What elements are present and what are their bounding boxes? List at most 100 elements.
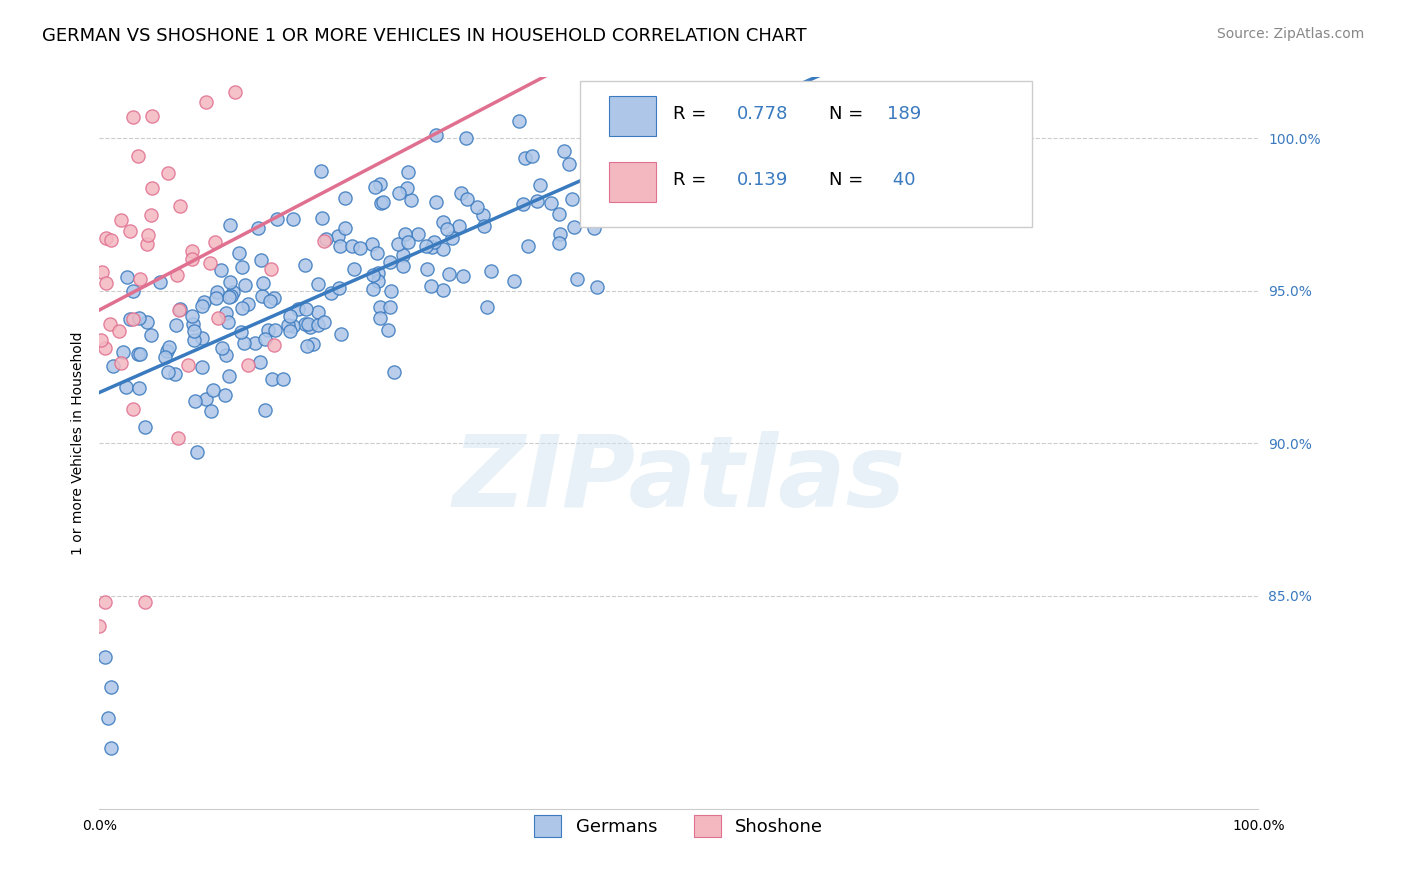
Point	[335, 221, 357, 235]
Point	[370, 195, 392, 210]
Point	[392, 259, 415, 273]
Point	[382, 366, 405, 380]
Point	[368, 300, 391, 314]
Point	[392, 247, 415, 261]
Point	[100, 233, 122, 247]
Point	[118, 224, 141, 238]
Point	[399, 193, 422, 207]
Point	[157, 365, 180, 379]
Point	[181, 252, 204, 266]
Point	[259, 293, 281, 308]
Point	[314, 316, 336, 330]
Point	[228, 246, 250, 260]
Point	[215, 348, 238, 362]
Point	[425, 128, 447, 142]
Point	[432, 242, 454, 256]
Point	[297, 317, 319, 331]
Point	[547, 235, 569, 250]
Point	[219, 275, 242, 289]
Point	[419, 279, 441, 293]
Point	[134, 595, 156, 609]
Point	[628, 87, 651, 102]
Point	[128, 311, 150, 326]
Point	[548, 227, 571, 241]
Point	[155, 351, 177, 365]
Point	[94, 595, 117, 609]
Point	[264, 323, 287, 337]
Point	[432, 283, 454, 297]
Point	[222, 285, 245, 299]
Point	[115, 269, 138, 284]
Text: N =: N =	[830, 105, 869, 123]
Point	[180, 47, 202, 62]
Point	[579, 207, 602, 221]
Point	[128, 381, 150, 395]
Point	[100, 741, 122, 756]
Point	[97, 711, 120, 725]
Text: R =: R =	[673, 171, 711, 189]
Point	[157, 341, 180, 355]
Point	[134, 420, 156, 434]
Point	[181, 310, 204, 324]
Point	[219, 218, 242, 232]
Point	[396, 235, 419, 249]
Point	[471, 208, 494, 222]
Point	[307, 277, 329, 291]
Point	[281, 318, 304, 333]
Point	[450, 186, 472, 200]
Point	[361, 268, 384, 282]
Point	[231, 301, 253, 316]
Point	[156, 343, 179, 358]
Point	[218, 290, 240, 304]
Point	[169, 302, 191, 317]
Point	[219, 288, 242, 302]
Point	[165, 318, 187, 332]
Point	[94, 276, 117, 290]
Point	[406, 227, 429, 242]
Point	[380, 255, 402, 269]
Point	[633, 199, 655, 213]
Point	[823, 139, 845, 153]
Point	[314, 234, 336, 248]
Point	[371, 194, 394, 209]
Point	[107, 324, 129, 338]
Point	[329, 239, 352, 253]
Point	[368, 311, 391, 326]
Point	[765, 51, 787, 65]
Point	[342, 238, 364, 252]
Point	[294, 318, 316, 332]
Point	[204, 291, 226, 305]
Point	[548, 207, 571, 221]
Point	[215, 306, 238, 320]
Point	[121, 311, 143, 326]
Point	[224, 85, 246, 99]
FancyBboxPatch shape	[609, 95, 655, 136]
Point	[209, 262, 232, 277]
Text: N =: N =	[830, 171, 869, 189]
Point	[606, 211, 628, 226]
Point	[367, 274, 389, 288]
Point	[246, 221, 269, 235]
Point	[94, 649, 117, 664]
Point	[277, 318, 299, 333]
Point	[598, 89, 620, 103]
Point	[416, 261, 439, 276]
Point	[585, 280, 607, 294]
Point	[717, 161, 740, 175]
Point	[436, 222, 458, 236]
Point	[233, 278, 256, 293]
Point	[118, 311, 141, 326]
Point	[557, 157, 579, 171]
Point	[129, 347, 152, 361]
Point	[582, 165, 605, 179]
FancyBboxPatch shape	[581, 81, 1032, 227]
Point	[278, 324, 301, 338]
Point	[122, 402, 145, 417]
Point	[204, 235, 226, 249]
Point	[127, 347, 149, 361]
Point	[181, 244, 204, 258]
Point	[249, 354, 271, 368]
Point	[231, 325, 253, 339]
Point	[287, 301, 309, 316]
Point	[367, 267, 389, 281]
